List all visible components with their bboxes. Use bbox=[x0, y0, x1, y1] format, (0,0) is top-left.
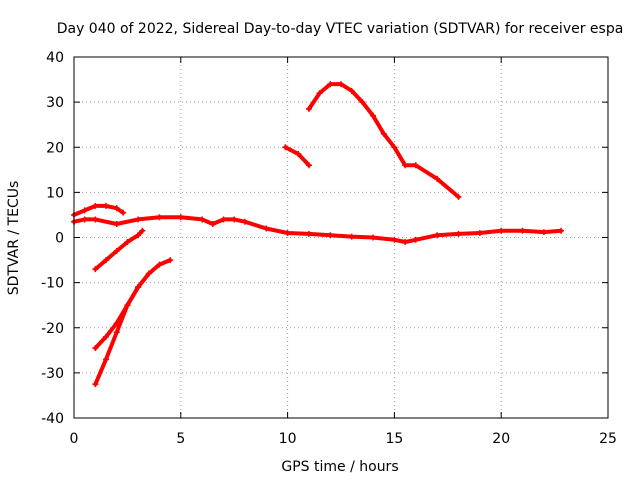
data-point bbox=[327, 81, 334, 88]
data-point bbox=[135, 232, 142, 239]
data-point bbox=[167, 257, 174, 264]
data-point bbox=[145, 270, 152, 277]
data-point bbox=[327, 232, 334, 239]
y-tick-label: -40 bbox=[41, 411, 64, 427]
data-point bbox=[380, 130, 387, 137]
data-point bbox=[81, 207, 88, 214]
series-line bbox=[72, 215, 563, 244]
data-point bbox=[305, 162, 312, 169]
data-point bbox=[412, 162, 419, 169]
data-point bbox=[305, 230, 312, 237]
data-point bbox=[92, 216, 99, 223]
data-point bbox=[282, 144, 289, 151]
x-tick-label: 10 bbox=[279, 431, 297, 447]
data-point bbox=[113, 220, 120, 227]
x-axis-label: GPS time / hours bbox=[281, 459, 398, 475]
x-tick-label: 5 bbox=[176, 431, 185, 447]
data-point bbox=[476, 229, 483, 236]
data-point bbox=[139, 227, 146, 234]
x-tick-label: 25 bbox=[599, 431, 617, 447]
data-point bbox=[498, 227, 505, 234]
data-point bbox=[124, 239, 131, 246]
grid-lines bbox=[74, 57, 608, 418]
data-point bbox=[103, 257, 110, 264]
data-point bbox=[434, 175, 441, 182]
data-point bbox=[455, 193, 462, 200]
data-point bbox=[391, 144, 398, 151]
data-point bbox=[338, 81, 344, 88]
data-point bbox=[434, 232, 441, 239]
data-point bbox=[209, 220, 216, 227]
data-point bbox=[348, 87, 355, 94]
data-point bbox=[295, 151, 302, 158]
x-tick-label: 20 bbox=[492, 431, 510, 447]
data-point bbox=[113, 329, 120, 336]
x-tick-label: 15 bbox=[385, 431, 403, 447]
x-tick-label: 0 bbox=[70, 431, 79, 447]
data-point bbox=[391, 236, 398, 243]
data-point bbox=[81, 216, 88, 223]
chart-title: Day 040 of 2022, Sidereal Day-to-day VTE… bbox=[57, 21, 624, 37]
data-point bbox=[156, 261, 163, 268]
data-point bbox=[135, 216, 142, 223]
data-point bbox=[348, 233, 355, 240]
data-point bbox=[402, 239, 409, 246]
data-point bbox=[103, 202, 110, 209]
data-point bbox=[305, 105, 312, 112]
data-point bbox=[92, 266, 99, 273]
data-point bbox=[519, 227, 526, 234]
data-point bbox=[241, 218, 248, 225]
series-long-rising-arc-b bbox=[92, 284, 142, 388]
y-tick-label: 30 bbox=[46, 95, 64, 111]
data-point bbox=[455, 230, 462, 237]
series-peak-arc bbox=[305, 81, 462, 200]
data-point bbox=[231, 216, 238, 223]
data-point bbox=[263, 225, 270, 232]
data-point bbox=[92, 202, 99, 209]
y-tick-label: -10 bbox=[41, 276, 64, 292]
data-point bbox=[558, 227, 565, 234]
data-point bbox=[220, 216, 227, 223]
data-point bbox=[113, 248, 120, 255]
y-tick-label: 10 bbox=[46, 185, 64, 201]
data-point bbox=[120, 209, 127, 216]
data-point bbox=[113, 205, 120, 212]
data-point bbox=[156, 214, 163, 221]
data-point bbox=[412, 236, 419, 243]
data-point bbox=[177, 214, 184, 221]
y-tick-label: 0 bbox=[55, 231, 64, 247]
y-tick-label: -20 bbox=[41, 321, 64, 337]
data-point bbox=[359, 99, 366, 106]
y-tick-label: -30 bbox=[41, 366, 64, 382]
data-point bbox=[370, 112, 377, 119]
data-point bbox=[540, 229, 547, 236]
y-tick-label: 20 bbox=[46, 140, 64, 156]
data-point bbox=[92, 381, 99, 388]
data-series bbox=[71, 81, 565, 388]
data-point bbox=[103, 356, 110, 363]
data-point bbox=[124, 302, 131, 309]
data-point bbox=[284, 229, 291, 236]
data-point bbox=[199, 216, 206, 223]
data-point bbox=[135, 284, 142, 291]
data-point bbox=[402, 162, 409, 169]
series-short-rising-arc bbox=[92, 227, 146, 273]
data-point bbox=[103, 333, 110, 340]
axis-ticks: 0 5 10 15 20 25 -40 -30 -20 -10 0 10 20 30 40 bbox=[41, 50, 617, 447]
data-point bbox=[92, 345, 99, 352]
data-point bbox=[316, 90, 323, 97]
series-short-falling-arc bbox=[282, 144, 312, 169]
y-axis-label: SDTVAR / TECUs bbox=[6, 181, 22, 296]
data-point bbox=[370, 234, 377, 241]
y-tick-label: 40 bbox=[46, 50, 64, 66]
